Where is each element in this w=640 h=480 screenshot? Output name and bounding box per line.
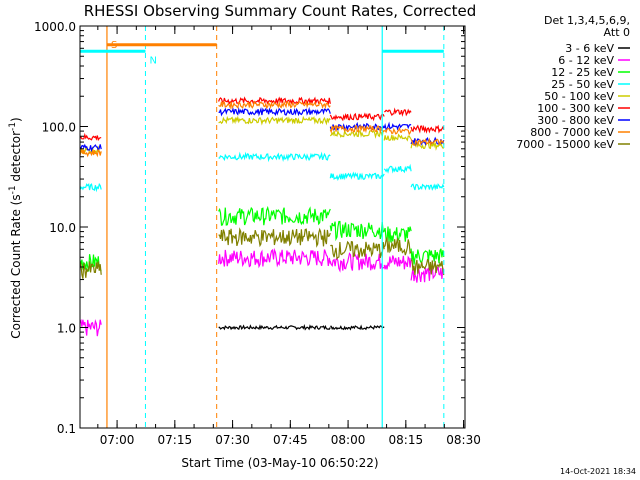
series-0-segment-2 bbox=[330, 324, 385, 331]
series-3-segment-1 bbox=[218, 151, 331, 163]
footer-timestamp: 14-Oct-2021 18:34 bbox=[560, 467, 636, 476]
saa-flag-label: S bbox=[111, 40, 117, 51]
series-3-segment-2 bbox=[329, 171, 385, 181]
legend-entry-label-0: 3 - 6 keV bbox=[565, 42, 614, 55]
legend-entry-label-5: 100 - 300 keV bbox=[537, 102, 614, 115]
legend-header-line2: Att 0 bbox=[604, 26, 630, 39]
series-1-segment-3 bbox=[383, 255, 412, 270]
series-0-segment-1 bbox=[218, 324, 331, 331]
series-3-segment-0 bbox=[79, 182, 102, 193]
series-2-segment-2 bbox=[329, 220, 385, 242]
y-axis-label-part1: Corrected Count Rate (s bbox=[9, 194, 23, 338]
series-1-segment-2 bbox=[329, 251, 385, 273]
legend-entry-label-2: 12 - 25 keV bbox=[551, 66, 614, 79]
series-7-segment-2 bbox=[329, 124, 385, 135]
axes: 0.1 1.0 10.0 100.0 1000.0 07:00 07:15 07:30 07:4… bbox=[34, 20, 481, 447]
series-6-segment-1 bbox=[218, 106, 331, 117]
series-8-segment-2 bbox=[330, 240, 385, 261]
legend-header-line1: Det 1,3,4,5,6,9, bbox=[544, 14, 630, 27]
x-tick-label-2: 07:30 bbox=[215, 433, 250, 447]
legend-entry-label-1: 6 - 12 keV bbox=[558, 54, 614, 67]
series-4-segment-2 bbox=[329, 129, 385, 139]
y-tick-label-2: 10.0 bbox=[49, 221, 76, 235]
x-tick-label-5: 08:15 bbox=[389, 433, 424, 447]
y-axis-label-part3: ) bbox=[9, 117, 23, 122]
night-flag-label: N bbox=[149, 55, 156, 66]
y-tick-label-3: 100.0 bbox=[42, 121, 76, 135]
x-tick-label-0: 07:00 bbox=[100, 433, 135, 447]
series-7-segment-1 bbox=[218, 99, 331, 110]
series-2-segment-1 bbox=[218, 205, 331, 226]
series-1-segment-1 bbox=[218, 247, 331, 269]
series-1-segment-4 bbox=[410, 263, 445, 283]
legend-entry-label-7: 800 - 7000 keV bbox=[530, 126, 614, 139]
series-5-segment-0 bbox=[79, 132, 102, 142]
y-axis-label: Corrected Count Rate (s-1 detector-1) bbox=[8, 117, 23, 338]
x-tick-label-4: 08:00 bbox=[331, 433, 366, 447]
y-tick-label-0: 0.1 bbox=[57, 422, 76, 436]
plot-area: SN bbox=[79, 26, 445, 428]
series-3-segment-3 bbox=[383, 163, 412, 174]
legend-entry-label-6: 300 - 800 keV bbox=[537, 114, 614, 127]
chart-title: RHESSI Observing Summary Count Rates, Co… bbox=[84, 2, 477, 20]
series-2-segment-4 bbox=[410, 248, 445, 265]
y-axis-label-sup2: -1 bbox=[8, 122, 18, 131]
series-5-segment-4 bbox=[410, 124, 445, 134]
y-axis-label-sup1: -1 bbox=[8, 185, 18, 194]
y-axis-label-part2: detector bbox=[9, 131, 23, 186]
series-5-segment-3 bbox=[384, 107, 412, 117]
series-7-segment-4 bbox=[410, 137, 445, 147]
series-6-segment-2 bbox=[329, 121, 385, 132]
series-8-segment-3 bbox=[383, 236, 412, 256]
x-tick-label-1: 07:15 bbox=[158, 433, 193, 447]
series-5-segment-2 bbox=[329, 112, 385, 122]
series-6-segment-3 bbox=[383, 121, 412, 131]
series-3-segment-4 bbox=[410, 183, 445, 191]
series-7-segment-3 bbox=[383, 126, 412, 136]
series-1-segment-0 bbox=[79, 318, 102, 337]
y-tick-label-1: 1.0 bbox=[57, 322, 76, 336]
series-8-segment-0 bbox=[79, 261, 102, 279]
y-tick-label-4: 1000.0 bbox=[34, 20, 76, 34]
series-8-segment-1 bbox=[218, 227, 331, 248]
series-4-segment-1 bbox=[218, 115, 331, 126]
series-8-segment-4 bbox=[410, 258, 445, 276]
series-7-segment-0 bbox=[79, 147, 102, 158]
x-axis-label: Start Time (03-May-10 06:50:22) bbox=[181, 456, 378, 470]
legend-entry-label-3: 25 - 50 keV bbox=[551, 78, 614, 91]
x-tick-label-3: 07:45 bbox=[273, 433, 308, 447]
series-6-segment-0 bbox=[79, 143, 102, 153]
legend-entry-label-4: 50 - 100 keV bbox=[544, 90, 614, 103]
x-tick-label-6: 08:30 bbox=[446, 433, 481, 447]
series-4-segment-3 bbox=[383, 133, 412, 142]
legend-entry-label-8: 7000 - 15000 keV bbox=[516, 138, 614, 151]
